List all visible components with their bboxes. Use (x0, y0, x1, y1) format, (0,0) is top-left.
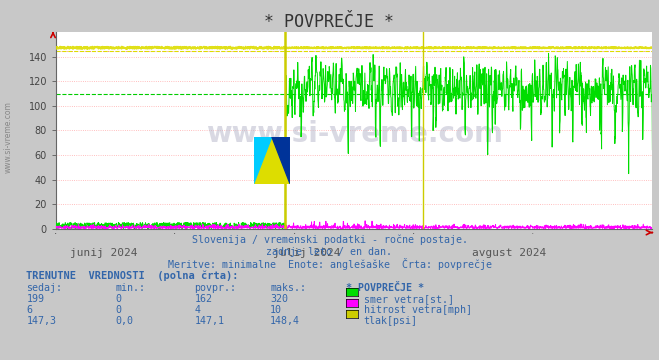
Text: Slovenija / vremenski podatki - ročne postaje.: Slovenija / vremenski podatki - ročne po… (192, 235, 467, 245)
Text: www.si-vreme.com: www.si-vreme.com (206, 121, 503, 148)
Text: 0: 0 (115, 305, 121, 315)
Text: 147,3: 147,3 (26, 316, 57, 326)
Text: hitrost vetra[mph]: hitrost vetra[mph] (364, 305, 472, 315)
Text: julij 2024: julij 2024 (273, 248, 340, 258)
Text: 147,1: 147,1 (194, 316, 225, 326)
Text: 6: 6 (26, 305, 32, 315)
Text: TRENUTNE  VREDNOSTI  (polna črta):: TRENUTNE VREDNOSTI (polna črta): (26, 271, 239, 281)
Text: 148,4: 148,4 (270, 316, 301, 326)
Text: 10: 10 (270, 305, 282, 315)
Text: sedaj:: sedaj: (26, 283, 63, 293)
Text: avgust 2024: avgust 2024 (472, 248, 546, 258)
Polygon shape (254, 137, 272, 184)
Polygon shape (272, 137, 290, 184)
Text: 320: 320 (270, 294, 288, 304)
Text: 4: 4 (194, 305, 200, 315)
Text: 0,0: 0,0 (115, 316, 133, 326)
Polygon shape (254, 137, 290, 184)
Text: maks.:: maks.: (270, 283, 306, 293)
Text: * POVPREČJE *: * POVPREČJE * (346, 283, 424, 293)
Text: povpr.:: povpr.: (194, 283, 237, 293)
Text: * POVPREČJE *: * POVPREČJE * (264, 13, 395, 31)
Text: 162: 162 (194, 294, 212, 304)
Text: 0: 0 (115, 294, 121, 304)
Text: junij 2024: junij 2024 (70, 248, 138, 258)
Text: 199: 199 (26, 294, 44, 304)
Text: smer vetra[st.]: smer vetra[st.] (364, 294, 454, 304)
Text: zadnje leto / en dan.: zadnje leto / en dan. (266, 247, 393, 257)
Text: Meritve: minimalne  Enote: anglešaške  Črta: povprečje: Meritve: minimalne Enote: anglešaške Črt… (167, 258, 492, 270)
Text: tlak[psi]: tlak[psi] (364, 316, 418, 326)
Text: min.:: min.: (115, 283, 146, 293)
Text: www.si-vreme.com: www.si-vreme.com (3, 101, 13, 173)
